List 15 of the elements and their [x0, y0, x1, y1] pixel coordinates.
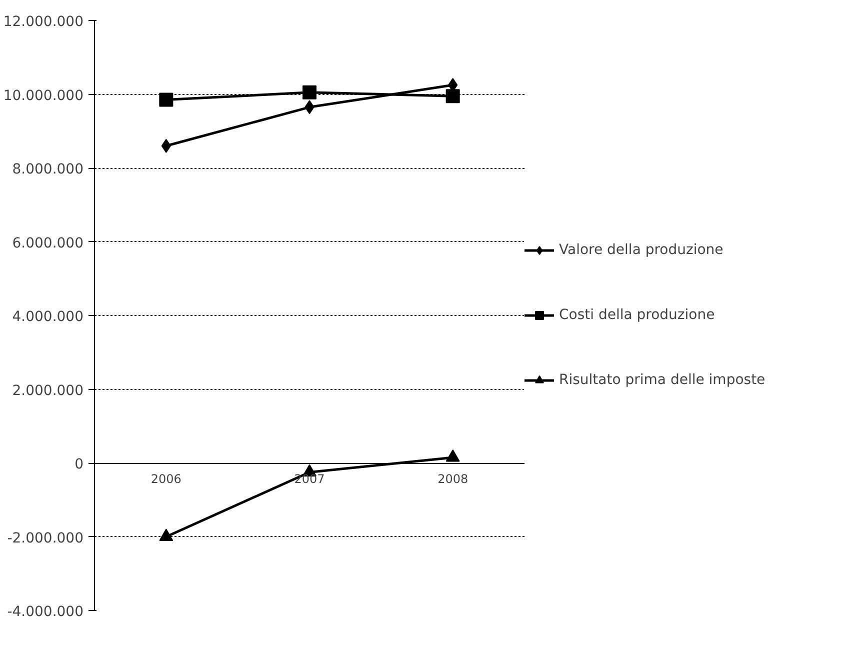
y-tick-label: 2.000.000 — [12, 382, 84, 399]
legend-label: Risultato prima delle imposte — [559, 372, 766, 388]
legend-label: Valore della produzione — [559, 242, 724, 258]
y-tick-label: 4.000.000 — [12, 309, 84, 325]
y-tick-label: 6.000.000 — [12, 235, 84, 252]
x-tick-label: 2007 — [294, 472, 325, 486]
y-tick-label: -4.000.000 — [7, 604, 84, 620]
y-tick-label: 0 — [74, 456, 84, 472]
x-tick-label: 2008 — [438, 472, 468, 486]
y-tick-label: 8.000.000 — [12, 162, 84, 178]
x-tick-label: 2006 — [150, 472, 182, 486]
y-tick-label: -2.000.000 — [7, 530, 84, 546]
legend-label: Costi della produzione — [559, 307, 715, 323]
y-tick-label: 12.000.000 — [3, 14, 84, 30]
y-tick-label: 10.000.000 — [3, 88, 84, 104]
